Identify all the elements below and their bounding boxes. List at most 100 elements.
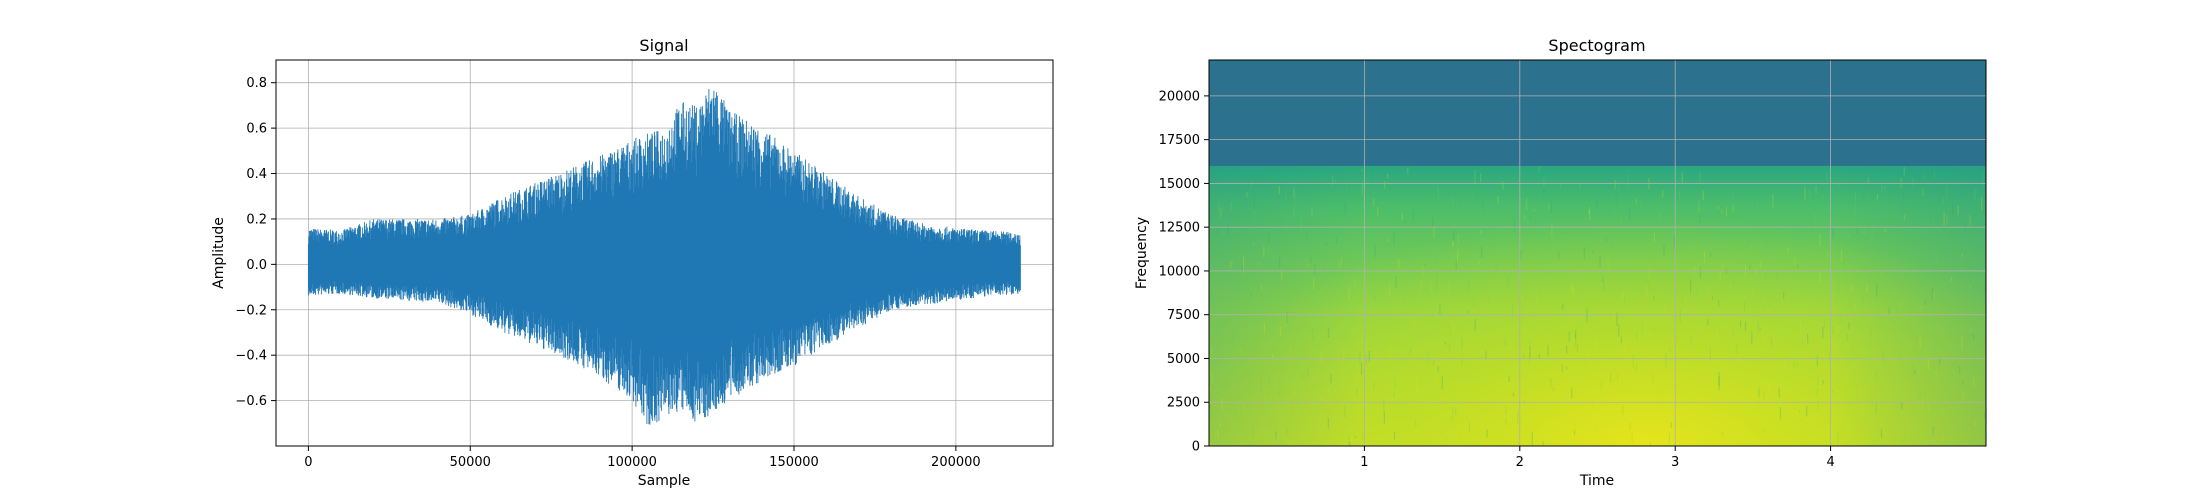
spectrogram-texture-streak <box>1240 349 1242 355</box>
spectrogram-texture-streak <box>1210 409 1212 419</box>
spectrogram-texture-streak <box>1327 328 1330 338</box>
spectrogram-texture-streak <box>1799 409 1801 413</box>
spectrogram-y-tick-label: 0 <box>1192 440 1200 455</box>
spectrogram-texture-streak <box>1220 207 1222 217</box>
spectrogram-texture-streak <box>1217 313 1219 328</box>
spectrogram-texture-streak <box>1340 257 1343 266</box>
signal-panel: 0 50000 100000 150000 200000 −0.6 −0.4 −0.2 0.0… <box>211 36 1054 489</box>
spectrogram-texture-streak <box>1576 344 1578 353</box>
spectrogram-texture-streak <box>1783 360 1785 371</box>
spectrogram-texture-streak <box>1765 273 1767 282</box>
spectrogram-texture-streak <box>1733 445 1736 446</box>
spectrogram-texture-streak <box>1393 392 1395 398</box>
spectrogram-texture-streak <box>1733 278 1735 292</box>
spectrogram-texture-streak <box>1444 342 1446 345</box>
signal-x-ticks: 0 50000 100000 150000 200000 <box>304 446 981 470</box>
spectrogram-texture-streak <box>1837 281 1839 293</box>
spectrogram-texture-streak <box>1483 433 1485 446</box>
spectrogram-texture-streak <box>1946 279 1948 283</box>
spectrogram-texture-streak <box>1371 167 1373 182</box>
spectrogram-texture-streak <box>1886 345 1888 350</box>
spectrogram-texture-streak <box>1472 293 1474 307</box>
spectrogram-texture-streak <box>1394 378 1396 388</box>
spectrogram-texture-streak <box>1605 237 1607 243</box>
spectrogram-texture-streak <box>1653 296 1655 300</box>
spectrogram-texture-streak <box>1636 330 1638 341</box>
spectrogram-texture-streak <box>1785 359 1787 371</box>
spectrogram-texture-streak <box>1617 373 1619 381</box>
spectrogram-texture-streak <box>1629 208 1631 220</box>
spectrogram-texture-streak <box>1923 174 1925 179</box>
spectrogram-y-tick-label: 17500 <box>1159 133 1200 148</box>
spectrogram-y-tick-label: 2500 <box>1167 396 1200 411</box>
spectrogram-texture-streak <box>1901 201 1903 211</box>
spectrogram-texture-streak <box>1762 429 1764 433</box>
spectrogram-texture-streak <box>1838 181 1840 188</box>
spectrogram-texture-streak <box>1942 196 1944 205</box>
spectrogram-texture-streak <box>1884 403 1886 411</box>
spectrogram-texture-streak <box>1961 336 1963 349</box>
spectrogram-texture-streak <box>1325 283 1327 294</box>
spectrogram-texture-streak <box>1452 407 1454 421</box>
spectrogram-texture-streak <box>1663 245 1665 255</box>
spectrogram-texture-streak <box>1579 183 1581 189</box>
signal-waveform <box>307 89 1021 425</box>
spectrogram-texture-streak <box>1875 401 1877 415</box>
spectrogram-texture-streak <box>1772 193 1774 208</box>
spectrogram-texture-streak <box>1871 236 1873 239</box>
spectrogram-texture-streak <box>1832 376 1834 380</box>
spectrogram-texture-streak <box>1618 180 1620 192</box>
spectrogram-texture-streak <box>1732 205 1734 213</box>
spectrogram-texture-streak <box>1409 349 1411 357</box>
spectrogram-texture-streak <box>1281 283 1283 289</box>
spectrogram-texture-streak <box>1820 427 1822 438</box>
spectrogram-texture-streak <box>1932 197 1934 200</box>
spectrogram-texture-streak <box>1505 166 1507 171</box>
spectrogram-texture-streak <box>1467 310 1469 314</box>
spectrogram-texture-streak <box>1230 261 1232 268</box>
spectrogram-y-ticks: 0 2500 5000 7500 10000 12500 15000 17500 20000 <box>1159 89 1209 455</box>
spectrogram-texture-streak <box>1363 196 1365 210</box>
spectrogram-texture-streak <box>1846 277 1848 283</box>
spectrogram-texture-streak <box>1572 284 1574 295</box>
spectrogram-texture-streak <box>1624 341 1626 352</box>
spectrogram-texture-streak <box>1721 431 1724 436</box>
spectrogram-texture-streak <box>1513 254 1515 268</box>
spectrogram-texture-streak <box>1931 287 1934 300</box>
spectrogram-texture-streak <box>1435 278 1438 291</box>
spectrogram-texture-streak <box>1862 403 1864 413</box>
spectrogram-texture-streak <box>1461 337 1463 349</box>
spectrogram-texture-streak <box>1920 304 1922 309</box>
spectrogram-texture-streak <box>1529 338 1531 348</box>
spectrogram-texture-streak <box>1463 202 1465 208</box>
spectrogram-texture-streak <box>1474 170 1476 183</box>
spectrogram-texture-streak <box>1759 264 1761 267</box>
spectrogram-texture-streak <box>1730 283 1732 289</box>
spectrogram-texture-streak <box>1875 371 1877 379</box>
spectrogram-texture-streak <box>1912 261 1914 269</box>
spectrogram-texture-streak <box>1414 401 1416 406</box>
spectrogram-texture-streak <box>1882 353 1885 362</box>
spectrogram-texture-streak <box>1744 263 1747 278</box>
spectrogram-texture-streak <box>1359 252 1361 265</box>
spectrogram-texture-streak <box>1871 229 1873 239</box>
spectrogram-texture-streak <box>1900 178 1902 188</box>
spectrogram-texture-streak <box>1373 192 1375 196</box>
spectrogram-texture-streak <box>1673 179 1675 189</box>
spectrogram-texture-streak <box>1370 438 1372 441</box>
spectrogram-texture-streak <box>1354 278 1356 289</box>
spectrogram-texture-streak <box>1840 249 1842 261</box>
spectrogram-texture-streak <box>1690 335 1692 346</box>
spectrogram-texture-streak <box>1935 370 1937 376</box>
spectrogram-texture-streak <box>1709 347 1711 361</box>
spectrogram-texture-streak <box>1402 333 1404 347</box>
spectrogram-texture-streak <box>1713 393 1715 399</box>
spectrogram-texture-streak <box>1348 356 1350 360</box>
spectrogram-texture-streak <box>1783 292 1785 299</box>
spectrogram-texture-streak <box>1673 235 1675 247</box>
spectrogram-texture-streak <box>1583 247 1585 260</box>
spectrogram-texture-streak <box>1461 353 1463 366</box>
spectrogram-texture-streak <box>1507 274 1509 288</box>
